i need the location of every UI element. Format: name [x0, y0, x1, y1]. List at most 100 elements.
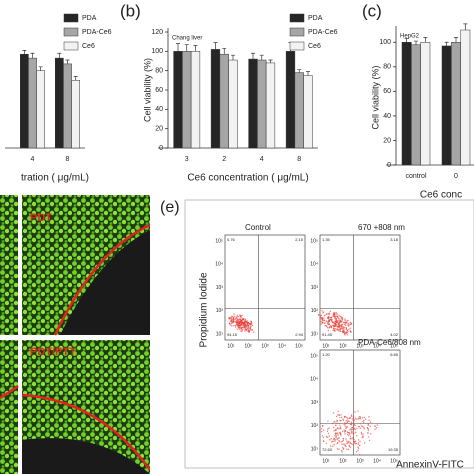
event-dot	[330, 437, 332, 440]
event-dot	[344, 444, 346, 447]
y-axis-label: Cell viability (%)	[370, 65, 380, 129]
event-dot	[361, 435, 364, 437]
event-dot	[364, 418, 367, 420]
cleared-region	[22, 438, 150, 474]
event-dot	[339, 321, 341, 323]
x-tick-label: 0	[454, 173, 458, 180]
event-dot	[343, 431, 346, 433]
event-dot	[362, 436, 364, 438]
x-tick-label: 10⁴	[278, 343, 286, 349]
event-dot	[357, 449, 359, 452]
event-dot	[337, 326, 340, 328]
event-dot	[241, 322, 244, 324]
event-dot	[321, 425, 324, 427]
event-dot	[325, 436, 328, 438]
x-tick-label: 8	[66, 156, 70, 163]
quadrant-label: 3.18	[390, 237, 399, 242]
y-tick-label: 10¹	[311, 446, 319, 452]
error-bar	[222, 48, 227, 55]
event-dot	[342, 419, 345, 422]
panel-frame	[184, 199, 474, 469]
event-dot	[343, 329, 345, 331]
event-dot	[361, 437, 363, 439]
event-dot	[338, 428, 340, 430]
quadrant-label: 19.35	[388, 447, 399, 452]
annotation: Chang liver	[172, 36, 202, 42]
micrographs: PDT PDT/PTT	[0, 195, 150, 474]
event-dot	[334, 317, 336, 320]
event-dot	[335, 328, 337, 330]
event-dot	[342, 443, 345, 445]
event-dot	[238, 322, 241, 324]
event-dot	[349, 429, 351, 431]
event-dot	[343, 429, 345, 431]
legend-swatch	[289, 41, 305, 51]
event-dot	[350, 322, 352, 324]
x-tick-label: control	[405, 173, 426, 180]
event-dot	[319, 320, 322, 323]
event-dot	[252, 331, 255, 333]
event-dot	[234, 317, 237, 319]
event-dot	[335, 436, 337, 439]
event-dot	[232, 322, 234, 324]
x-tick-label: 10²	[244, 343, 252, 349]
event-dot	[344, 323, 346, 326]
x-tick-label: 10³	[356, 458, 364, 464]
event-dot	[342, 447, 345, 450]
event-dot	[359, 423, 362, 425]
event-dot	[237, 324, 239, 326]
event-dot	[337, 316, 339, 319]
event-dot	[334, 421, 336, 423]
event-dot	[348, 444, 351, 446]
event-dot	[362, 433, 364, 435]
event-dot	[337, 414, 339, 416]
event-dot	[335, 325, 337, 327]
event-dot	[248, 328, 250, 330]
event-dot	[234, 326, 237, 328]
event-dot	[236, 317, 238, 319]
legend-label: Ce6	[82, 43, 95, 50]
event-dot	[362, 420, 364, 423]
event-dot	[349, 436, 352, 438]
event-dot	[341, 430, 344, 433]
event-dot	[344, 334, 346, 336]
event-dot	[332, 314, 334, 316]
annotation: HepG2	[400, 34, 420, 40]
panel-title: (b)	[120, 1, 141, 20]
event-dot	[359, 417, 361, 420]
event-dot	[247, 330, 249, 332]
event-dot	[340, 434, 342, 436]
event-dot	[353, 439, 355, 441]
event-dot	[240, 327, 242, 329]
bar	[401, 42, 412, 166]
micrograph	[0, 340, 18, 474]
event-dot	[359, 427, 361, 429]
bar	[219, 53, 229, 149]
bar	[173, 51, 183, 149]
y-axis-label: Cell viability (%)	[142, 58, 152, 122]
event-dot	[349, 327, 352, 329]
bar	[63, 63, 72, 149]
event-dot	[363, 442, 366, 444]
event-dot	[338, 439, 340, 442]
event-dot	[329, 326, 331, 328]
event-dot	[327, 316, 330, 319]
y-tick-label: 10³	[311, 400, 319, 406]
event-dot	[352, 422, 355, 424]
event-dot	[235, 321, 238, 324]
event-dot	[333, 330, 336, 332]
event-dot	[233, 325, 235, 327]
event-dot	[233, 320, 235, 322]
y-tick-label: 40	[155, 106, 163, 113]
event-dot	[357, 446, 359, 448]
y-tick-label: 80	[383, 64, 391, 71]
event-dot	[343, 327, 346, 329]
bar	[257, 59, 267, 149]
event-dot	[338, 324, 341, 327]
event-dot	[328, 327, 330, 329]
event-dot	[243, 325, 246, 328]
error-bar	[259, 54, 264, 61]
x-tick-label: 10³	[356, 343, 364, 349]
event-dot	[332, 324, 334, 326]
plot-title: Control	[245, 223, 271, 232]
